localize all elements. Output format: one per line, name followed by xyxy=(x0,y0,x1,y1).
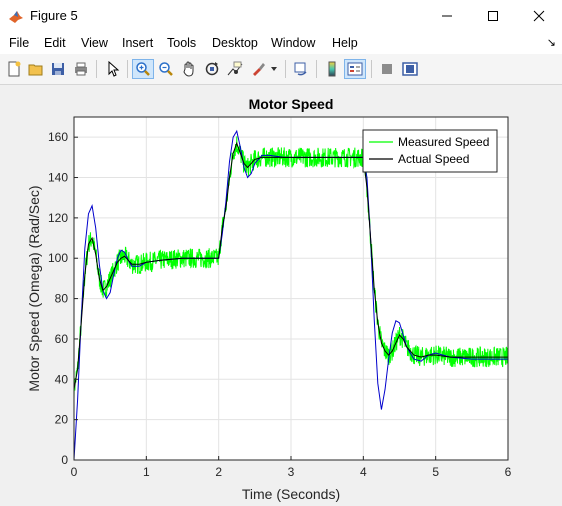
menu-dock-arrow[interactable]: ↘ xyxy=(546,37,556,49)
menu-tools[interactable]: Tools xyxy=(167,36,197,50)
link-plot-icon xyxy=(294,62,307,76)
series-actual-speed xyxy=(73,141,508,390)
edit-plot-button[interactable] xyxy=(102,59,124,79)
menu-edit[interactable]: Edit xyxy=(44,36,66,50)
y-tick-label: 20 xyxy=(55,413,69,427)
series-measured-speed xyxy=(73,136,509,400)
x-tick-label: 5 xyxy=(432,465,439,479)
close-button[interactable] xyxy=(516,0,562,32)
show-plot-tools-button[interactable] xyxy=(399,59,421,79)
rotate-icon xyxy=(205,62,219,76)
maximize-button[interactable] xyxy=(470,0,516,32)
chart-title: Motor Speed xyxy=(249,96,334,112)
menu-view[interactable]: View xyxy=(81,36,108,50)
close-icon xyxy=(533,10,545,22)
legend-icon xyxy=(347,62,363,76)
brush-button[interactable] xyxy=(247,59,269,79)
open-button[interactable] xyxy=(25,59,47,79)
zoom-out-button[interactable] xyxy=(155,59,177,79)
y-tick-label: 0 xyxy=(61,453,68,467)
legend-button[interactable] xyxy=(344,59,366,79)
brush-icon xyxy=(253,63,265,76)
pan-icon xyxy=(183,61,194,77)
x-tick-label: 2 xyxy=(215,465,222,479)
brush-dropdown[interactable] xyxy=(268,59,280,79)
y-tick-label: 140 xyxy=(48,171,68,185)
y-axis-label: Motor Speed (Omega) (Rad/Sec) xyxy=(26,185,42,391)
title-bar: Figure 5 xyxy=(0,0,562,32)
window-title: Figure 5 xyxy=(30,8,78,23)
save-button[interactable] xyxy=(47,59,69,79)
menu-insert[interactable]: Insert xyxy=(122,36,154,50)
zoom-in-icon xyxy=(136,62,150,76)
figure-canvas: 0 1 2 3 4 5 6 0 20 40 60 80 100 120 140 160 Motor Speed T… xyxy=(0,85,562,506)
matlab-icon xyxy=(9,11,23,23)
show-plot-tools-icon xyxy=(402,62,418,76)
y-tick-label: 100 xyxy=(48,251,68,265)
menu-desktop[interactable]: Desktop xyxy=(212,36,258,50)
data-cursor-button[interactable] xyxy=(224,59,246,79)
maximize-icon xyxy=(488,11,498,21)
minimize-icon xyxy=(442,15,452,17)
x-axis-label: Time (Seconds) xyxy=(242,486,340,502)
x-tick-label: 4 xyxy=(360,465,367,479)
y-tick-label: 80 xyxy=(55,292,69,306)
save-icon xyxy=(52,63,64,75)
new-figure-icon xyxy=(8,61,21,77)
chevron-down-icon xyxy=(271,67,277,71)
menu-bar: File Edit View Insert Tools Desktop Wind… xyxy=(0,32,562,54)
y-tick-label: 160 xyxy=(48,130,68,144)
x-tick-label: 6 xyxy=(505,465,512,479)
legend-label: Measured Speed xyxy=(398,135,489,149)
colorbar-icon xyxy=(328,61,336,77)
colorbar-button[interactable] xyxy=(321,59,343,79)
zoom-in-button[interactable] xyxy=(132,59,154,79)
zoom-out-icon xyxy=(159,62,173,76)
data-cursor-icon xyxy=(227,61,243,76)
menu-help[interactable]: Help xyxy=(332,36,358,50)
menu-window[interactable]: Window xyxy=(271,36,316,50)
minimize-button[interactable] xyxy=(424,0,470,32)
figure-toolbar xyxy=(0,54,562,85)
x-tick-label: 3 xyxy=(288,465,295,479)
pointer-icon xyxy=(108,61,120,77)
rotate-button[interactable] xyxy=(201,59,223,79)
open-icon xyxy=(28,64,43,76)
pan-button[interactable] xyxy=(178,59,200,79)
x-tick-label: 1 xyxy=(143,465,150,479)
new-figure-button[interactable] xyxy=(3,59,25,79)
hide-plot-tools-button[interactable] xyxy=(376,59,398,79)
y-tick-label: 40 xyxy=(55,372,69,386)
legend-box xyxy=(362,129,498,173)
x-tick-label: 0 xyxy=(71,465,78,479)
y-tick-label: 120 xyxy=(48,211,68,225)
print-button[interactable] xyxy=(70,59,92,79)
hide-plot-tools-icon xyxy=(382,64,392,74)
legend-label: Actual Speed xyxy=(398,152,469,166)
menu-file[interactable]: File xyxy=(9,36,30,50)
link-plot-button[interactable] xyxy=(290,59,312,79)
y-tick-label: 60 xyxy=(55,332,69,346)
print-icon xyxy=(75,62,87,76)
